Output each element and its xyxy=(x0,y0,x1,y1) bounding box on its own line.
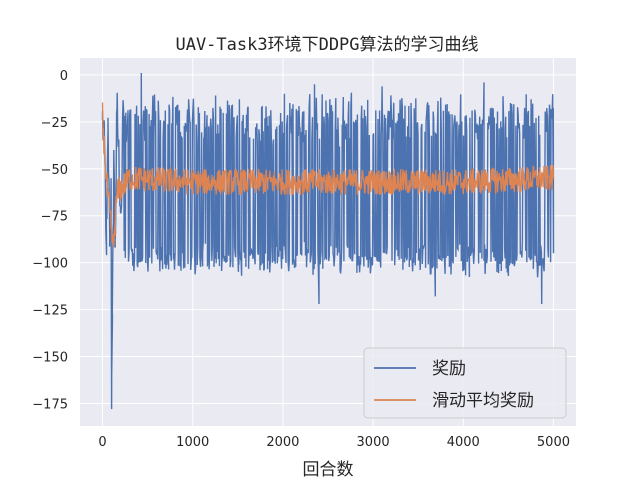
y-tick-label: −75 xyxy=(41,210,68,225)
legend: 奖励 滑动平均奖励 xyxy=(363,347,567,419)
series-line-reward xyxy=(101,72,555,410)
y-tick-label: 0 xyxy=(60,69,68,84)
y-tick-label: −175 xyxy=(32,397,68,412)
x-tick-label: 0 xyxy=(98,435,106,450)
x-axis-label: 回合数 xyxy=(303,460,354,480)
y-tick-label: −100 xyxy=(32,257,68,272)
chart-title: UAV-Task3环境下DDPG算法的学习曲线 xyxy=(175,35,478,55)
legend-label-moving-average: 滑动平均奖励 xyxy=(432,391,534,411)
y-tick-label: −25 xyxy=(41,116,68,131)
legend-label-reward: 奖励 xyxy=(432,359,466,379)
series-line-moving-average xyxy=(101,102,555,248)
y-tick-label: −50 xyxy=(41,163,68,178)
y-tick-label: −125 xyxy=(32,304,68,319)
x-tick-label: 5000 xyxy=(537,435,570,450)
x-tick-label: 3000 xyxy=(357,435,390,450)
y-tick-label: −150 xyxy=(32,351,68,366)
x-tick-label: 4000 xyxy=(447,435,480,450)
y-axis-ticks: 0 −25 −50 −75 −100 −125 −150 −175 xyxy=(32,69,68,413)
x-axis-ticks: 0 1000 2000 3000 4000 5000 xyxy=(98,435,570,450)
x-tick-label: 2000 xyxy=(266,435,299,450)
x-tick-label: 1000 xyxy=(176,435,209,450)
